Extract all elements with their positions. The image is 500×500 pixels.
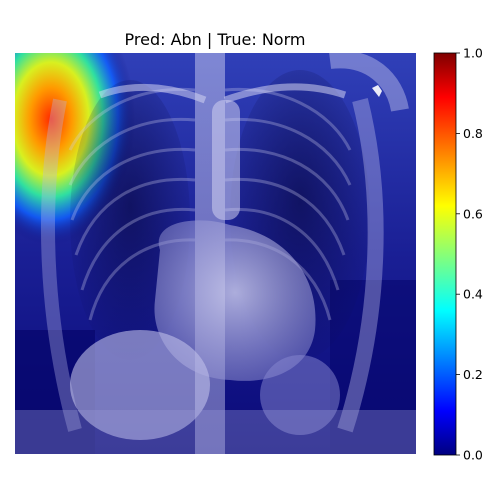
colorbar-tick-label: 0.4 xyxy=(463,287,483,302)
colorbar-gradient xyxy=(433,52,457,456)
colorbar-tick-label: 0.2 xyxy=(463,367,483,382)
colorbar: 0.0 0.2 0.4 0.6 0.8 1.0 xyxy=(433,46,483,463)
xray-heatmap-image xyxy=(15,53,416,454)
colorbar-tick-label: 0.8 xyxy=(463,126,483,141)
colorbar-tick-label: 0.0 xyxy=(463,448,483,463)
colorbar-tick-label: 1.0 xyxy=(463,46,483,61)
figure-title: Pred: Abn | True: Norm xyxy=(125,30,306,49)
colorbar-tick-label: 0.6 xyxy=(463,206,483,221)
